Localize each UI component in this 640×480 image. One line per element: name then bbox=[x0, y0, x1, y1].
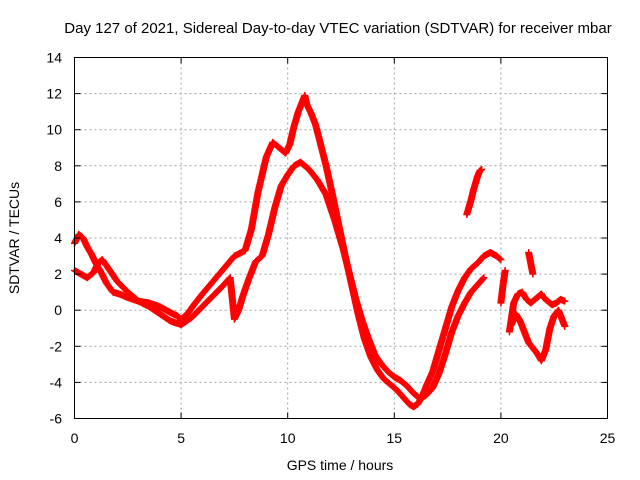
x-axis-label: GPS time / hours bbox=[287, 457, 394, 473]
y-tick-label: 8 bbox=[54, 158, 62, 174]
x-tick-label: 5 bbox=[177, 430, 185, 446]
data-series-group bbox=[497, 248, 569, 365]
data-point bbox=[496, 255, 504, 263]
x-tick-label: 0 bbox=[71, 430, 79, 446]
data-point bbox=[561, 322, 569, 330]
y-tick-label: -4 bbox=[50, 374, 63, 390]
x-tick-label: 15 bbox=[387, 430, 403, 446]
data-series bbox=[71, 91, 569, 411]
data-series-group bbox=[71, 158, 488, 403]
y-tick-label: 0 bbox=[54, 302, 62, 318]
data-point bbox=[480, 274, 488, 282]
x-tick-label: 25 bbox=[600, 430, 616, 446]
y-tick-label: 14 bbox=[46, 50, 62, 66]
chart-title: Day 127 of 2021, Sidereal Day-to-day VTE… bbox=[64, 20, 611, 37]
axis-ticks: 0 5 10 15 20 25 -6 -4 -2 0 2 4 6 8 10 12 14 bbox=[46, 50, 615, 447]
y-tick-label: 12 bbox=[46, 86, 62, 102]
y-tick-label: 6 bbox=[54, 194, 62, 210]
y-tick-label: -6 bbox=[50, 411, 63, 427]
y-tick-label: 4 bbox=[54, 230, 62, 246]
data-point bbox=[561, 297, 569, 305]
x-tick-label: 20 bbox=[493, 430, 509, 446]
data-point bbox=[501, 266, 509, 274]
data-point bbox=[478, 165, 486, 173]
data-point bbox=[497, 256, 505, 264]
data-point bbox=[479, 275, 487, 283]
y-tick-label: 10 bbox=[46, 122, 62, 138]
y-tick-label: 2 bbox=[54, 266, 62, 282]
x-tick-label: 10 bbox=[280, 430, 296, 446]
y-axis-label: SDTVAR / TECUs bbox=[6, 182, 22, 294]
data-series-group bbox=[505, 288, 569, 336]
y-tick-label: -2 bbox=[50, 338, 63, 354]
data-series-group bbox=[463, 165, 486, 219]
data-point bbox=[478, 275, 486, 283]
data-point bbox=[529, 270, 537, 278]
